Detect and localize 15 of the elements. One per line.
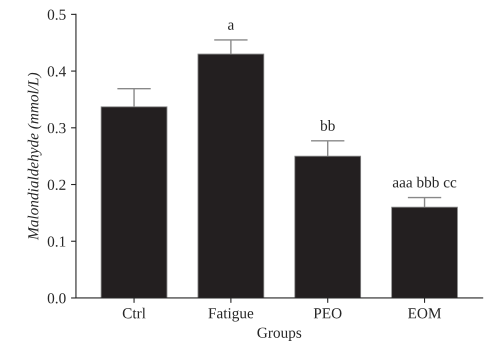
x-tick-label: Ctrl (122, 308, 146, 318)
annotation: aaa bbb cc (392, 176, 456, 188)
y-tick-label: 0.4 (48, 66, 66, 77)
x-axis-title: Groups (257, 328, 302, 341)
y-axis-title: Malondialdehyde (mmol/L) (28, 72, 42, 240)
x-tick-label: PEO (314, 308, 342, 318)
y-tick-label: 0.5 (48, 10, 66, 20)
y-tick-label: 0.0 (48, 293, 66, 304)
y-tick-label: 0.2 (48, 180, 66, 190)
annotation: bb (320, 120, 335, 131)
x-tick-label: Fatigue (208, 308, 254, 322)
y-tick-label: 0.1 (48, 236, 66, 247)
y-tick-label: 0.3 (48, 122, 66, 134)
x-tick-label: EOM (408, 308, 442, 318)
annotation: a (228, 22, 234, 30)
